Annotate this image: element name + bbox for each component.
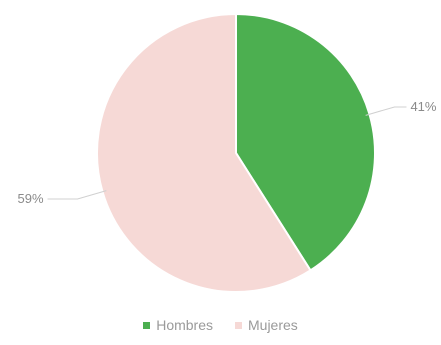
leader-line-hombres [365, 106, 407, 116]
data-label-mujeres: 59% [18, 191, 44, 206]
legend-item-mujeres[interactable]: Mujeres [235, 317, 298, 333]
legend-swatch-mujeres [235, 321, 242, 329]
legend-item-hombres[interactable]: Hombres [143, 317, 213, 333]
legend-label-mujeres: Mujeres [248, 317, 298, 333]
legend: Hombres Mujeres [0, 317, 441, 333]
leader-lines-layer [47, 106, 407, 200]
legend-swatch-hombres [143, 321, 151, 329]
legend-label-hombres: Hombres [156, 317, 213, 333]
slices-layer [96, 12, 376, 293]
data-labels-layer: 41% 59% [18, 99, 437, 206]
data-label-hombres: 41% [410, 99, 436, 114]
leader-line-mujeres [47, 190, 107, 200]
